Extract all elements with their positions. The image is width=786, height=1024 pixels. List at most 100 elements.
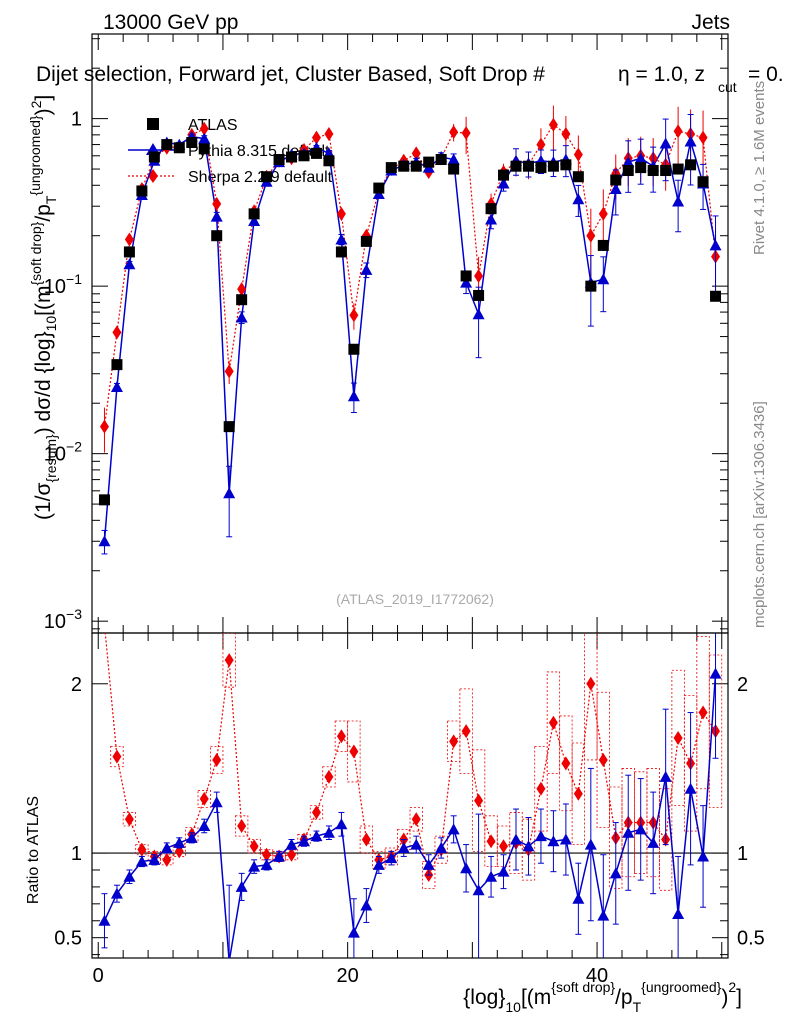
pythia-point bbox=[460, 276, 473, 288]
atlas-point bbox=[710, 290, 722, 302]
atlas-point bbox=[198, 143, 210, 155]
pythia-ratio-point bbox=[709, 667, 722, 679]
plot-title-right: η = 1.0, z bbox=[618, 63, 705, 86]
pythia-point bbox=[597, 273, 610, 285]
sherpa-ratio-point bbox=[673, 730, 683, 745]
main-y-tick-label: 10−2 bbox=[44, 439, 82, 466]
x-label-part: ] bbox=[736, 986, 742, 1009]
x-label-part: {soft drop} bbox=[551, 979, 615, 995]
sherpa-ratio-point bbox=[349, 744, 359, 759]
atlas-point bbox=[685, 159, 697, 171]
pythia-point bbox=[609, 183, 622, 195]
sherpa-ratio-band bbox=[683, 695, 698, 832]
x-label-part: ) bbox=[721, 986, 728, 1009]
pythia-ratio-point bbox=[198, 819, 211, 831]
atlas-point bbox=[211, 230, 223, 242]
rivet-version-label: Rivet 4.1.0, ≥ 1.6M events bbox=[751, 81, 768, 255]
sherpa-ratio-band bbox=[334, 720, 349, 752]
sherpa-point bbox=[573, 147, 583, 162]
pythia-ratio-point bbox=[485, 870, 498, 882]
atlas-point bbox=[410, 160, 422, 172]
atlas-point bbox=[435, 154, 447, 166]
pythia-point bbox=[223, 487, 236, 499]
pythia-ratio-point bbox=[173, 836, 186, 848]
main-y-tick-label: 1 bbox=[71, 109, 82, 131]
atlas-point bbox=[348, 343, 360, 355]
pythia-ratio-point bbox=[609, 867, 622, 879]
main-y-tick-label: 10−1 bbox=[44, 271, 82, 298]
ratio-series-group bbox=[98, 633, 723, 958]
atlas-point bbox=[672, 163, 684, 175]
ratio-y-tick-label-right: 0.5 bbox=[737, 928, 765, 950]
atlas-point bbox=[622, 165, 634, 177]
ratio-panel-series bbox=[98, 633, 723, 958]
atlas-point bbox=[123, 246, 135, 258]
sherpa-ratio-band bbox=[422, 861, 436, 889]
pythia-ratio-point bbox=[647, 836, 660, 848]
sherpa-ratio-point bbox=[698, 705, 708, 720]
pythia-ratio-point bbox=[659, 770, 672, 782]
pythia-ratio-point bbox=[347, 926, 360, 938]
pythia-ratio-point bbox=[584, 838, 597, 850]
pythia-point bbox=[360, 263, 373, 275]
pythia-ratio-point bbox=[547, 835, 560, 847]
pythia-point bbox=[672, 195, 685, 207]
sherpa-point bbox=[199, 121, 209, 136]
y-label-part: (1/σ bbox=[32, 482, 55, 520]
plot-title-tail: = 0. bbox=[748, 63, 784, 86]
pythia-point bbox=[335, 233, 348, 245]
analysis-watermark: (ATLAS_2019_I1772062) bbox=[336, 591, 494, 607]
y-label-part: [(m bbox=[32, 286, 55, 316]
atlas-point bbox=[161, 139, 173, 151]
main-panel-series bbox=[98, 105, 722, 555]
pythia-point bbox=[485, 213, 498, 225]
pythia-point bbox=[709, 239, 722, 251]
pythia-point bbox=[210, 210, 223, 222]
pythia-ratio-point bbox=[210, 796, 223, 808]
x-label-part: {ungroomed} bbox=[641, 979, 722, 995]
pythia-point bbox=[659, 137, 672, 149]
sherpa-ratio-line bbox=[104, 633, 717, 877]
sherpa-ratio-band bbox=[708, 654, 723, 808]
sherpa-ratio-point bbox=[499, 839, 509, 854]
legend-atlas-label: ATLAS bbox=[188, 117, 238, 134]
sherpa-ratio-point bbox=[548, 715, 558, 730]
sherpa-ratio-point bbox=[137, 842, 147, 857]
pythia-ratio-point bbox=[273, 850, 286, 862]
y-label-part: {resum} bbox=[43, 434, 59, 483]
legend-sherpa-label: Sherpa 2.2.9 default bbox=[188, 169, 333, 186]
pythia-ratio-point bbox=[522, 840, 535, 852]
pythia-series-line bbox=[103, 135, 717, 542]
pythia-point bbox=[472, 308, 485, 320]
pythia-ratio-point bbox=[372, 858, 385, 870]
sherpa-ratio-band bbox=[384, 847, 398, 866]
sherpa-ratio-point bbox=[536, 781, 546, 796]
sherpa-point bbox=[449, 125, 459, 140]
atlas-point bbox=[660, 165, 672, 177]
pythia-ratio-point bbox=[227, 955, 231, 958]
atlas-point bbox=[448, 163, 460, 175]
sherpa-ratio-point bbox=[449, 734, 459, 749]
main-y-axis-label: (1/σ{resum}) dσ/d {log}10[(m{soft drop}/… bbox=[27, 95, 59, 520]
atlas-point bbox=[273, 154, 285, 166]
sherpa-ratio-point bbox=[324, 769, 334, 784]
pythia-point bbox=[634, 152, 647, 164]
y-label-part: /p bbox=[32, 204, 55, 222]
sherpa-ratio-band bbox=[659, 788, 673, 891]
x-tick-label: 20 bbox=[337, 965, 359, 987]
legend-atlas-marker bbox=[147, 118, 159, 130]
pythia-ratio-point bbox=[672, 907, 685, 919]
pythia-ratio-point bbox=[472, 884, 485, 896]
atlas-point bbox=[373, 182, 385, 194]
sherpa-ratio-band bbox=[509, 812, 523, 874]
sherpa-point bbox=[311, 130, 321, 145]
sherpa-point bbox=[548, 117, 558, 132]
atlas-point bbox=[460, 270, 472, 282]
pythia-ratio-point bbox=[410, 838, 423, 850]
pythia-ratio-point bbox=[597, 909, 610, 921]
atlas-point bbox=[610, 174, 622, 186]
sherpa-ratio-point bbox=[336, 729, 346, 744]
x-axis-label: {log}10[(m{soft drop}/pT {ungroomed})2] bbox=[463, 979, 742, 1015]
pythia-ratio-point bbox=[697, 850, 710, 862]
